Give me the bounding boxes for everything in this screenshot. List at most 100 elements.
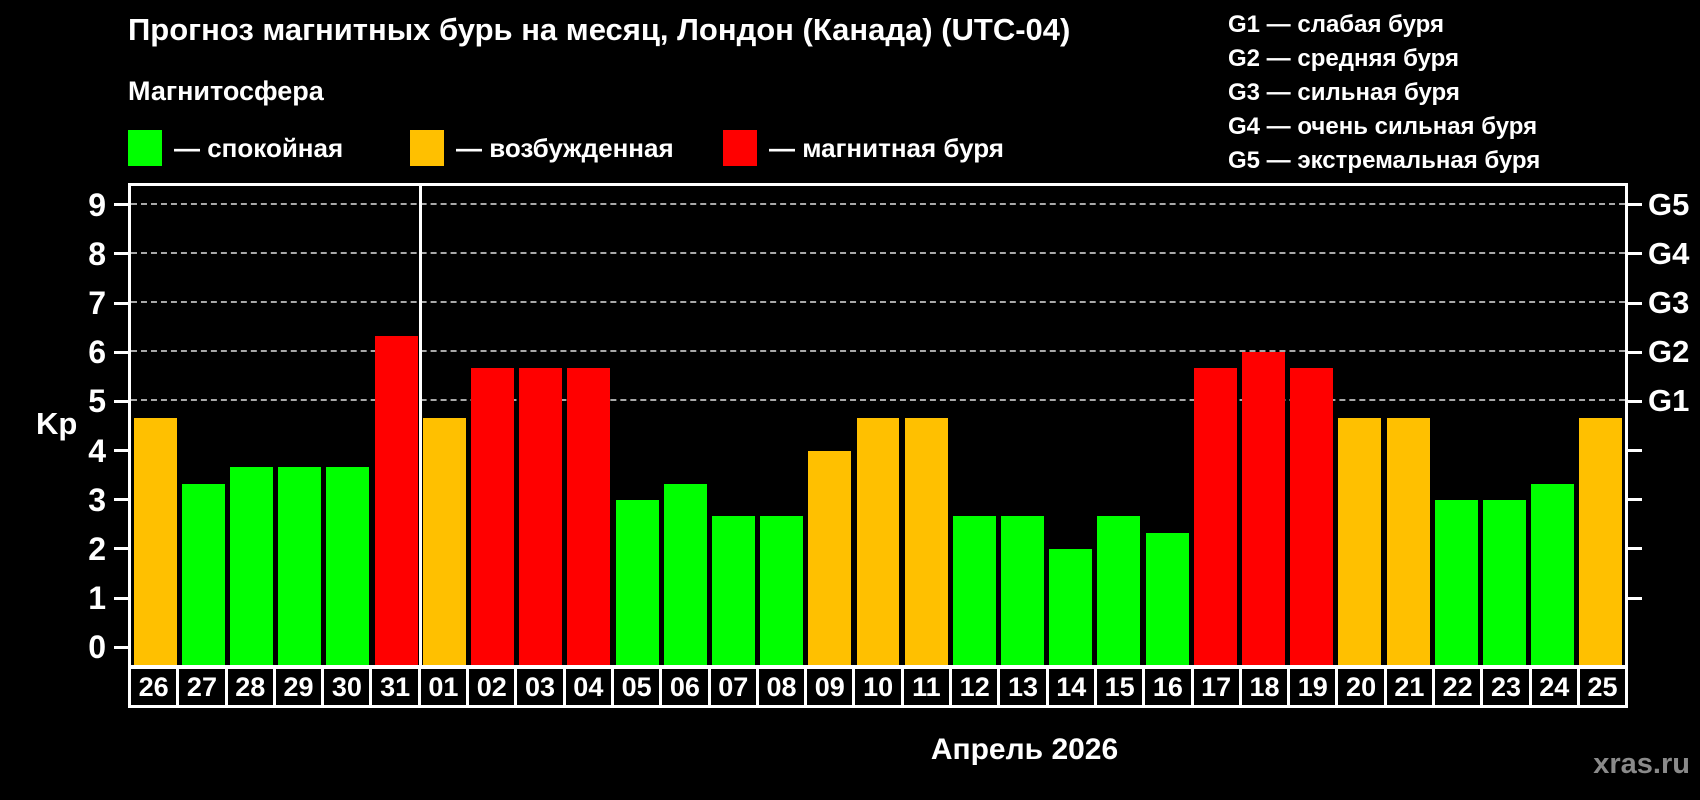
day-label-06: 06	[659, 666, 711, 708]
g-level-label-g2: G2	[1648, 334, 1690, 370]
day-label-03: 03	[514, 666, 566, 708]
kp-bar-day-27	[181, 483, 225, 665]
g-legend-line-g1: G1 — слабая буря	[1228, 11, 1445, 38]
y-tick-right-3	[1628, 498, 1642, 502]
day-label-19: 19	[1287, 666, 1339, 708]
y-tick-label-0: 0	[88, 629, 106, 666]
day-label-31: 31	[369, 666, 421, 708]
kp-bar-day-29	[278, 466, 322, 665]
y-tick-left-4	[114, 449, 128, 453]
kp-bar-day-06	[663, 483, 707, 665]
day-label-17: 17	[1190, 666, 1242, 708]
kp-bar-day-15	[1097, 516, 1141, 665]
g-legend-line-g3: G3 — сильная буря	[1228, 79, 1460, 106]
kp-bar-day-17	[1193, 368, 1237, 665]
y-tick-left-1	[114, 596, 128, 600]
day-label-14: 14	[1045, 666, 1097, 708]
y-tick-left-3	[114, 498, 128, 502]
kp-bar-day-25	[1579, 417, 1623, 665]
watermark: xras.ru	[1593, 748, 1690, 780]
kp-bar-day-07	[711, 516, 755, 665]
day-label-08: 08	[755, 666, 808, 708]
y-tick-label-1: 1	[88, 580, 106, 617]
kp-bar-day-09	[808, 450, 852, 665]
day-label-04: 04	[562, 666, 614, 708]
kp-bar-day-16	[1145, 532, 1189, 665]
kp-bar-day-13	[1001, 516, 1045, 665]
day-label-11: 11	[900, 666, 953, 708]
kp-bar-day-20	[1338, 417, 1382, 665]
kp-bar-day-31	[374, 336, 418, 665]
quiet-swatch-icon	[128, 130, 162, 166]
gridline-kp-6	[131, 350, 1625, 353]
day-label-29: 29	[272, 666, 325, 708]
y-tick-label-8: 8	[88, 235, 106, 272]
y-tick-right-1	[1628, 596, 1642, 600]
day-label-01: 01	[417, 666, 470, 708]
y-tick-label-7: 7	[88, 285, 106, 322]
legend-label-storm: — магнитная буря	[769, 132, 1004, 163]
legend-label-excited: — возбужденная	[456, 132, 674, 163]
kp-bar-day-23	[1483, 499, 1526, 665]
y-tick-label-5: 5	[88, 383, 106, 420]
kp-bar-day-28	[229, 466, 273, 665]
legend-label-quiet: — спокойная	[174, 132, 344, 163]
kp-bar-day-30	[326, 466, 370, 665]
y-tick-left-9	[114, 203, 128, 207]
kp-bar-day-08	[760, 516, 804, 665]
day-label-05: 05	[610, 666, 663, 708]
kp-bar-day-14	[1049, 548, 1093, 665]
day-label-25: 25	[1576, 666, 1629, 708]
month-separator-line	[418, 186, 422, 665]
chart-title: Прогноз магнитных бурь на месяц, Лондон …	[128, 12, 1071, 47]
day-label-23: 23	[1480, 666, 1532, 708]
kp-bar-day-04	[567, 368, 611, 665]
y-tick-left-7	[114, 301, 128, 305]
y-tick-right-4	[1628, 449, 1642, 453]
y-tick-right-9	[1628, 203, 1642, 207]
gridline-kp-7	[131, 301, 1625, 304]
kp-bar-day-11	[904, 417, 948, 665]
y-tick-left-6	[114, 350, 128, 354]
gridline-kp-9	[131, 202, 1625, 205]
g-level-label-g3: G3	[1648, 285, 1690, 321]
day-label-28: 28	[224, 666, 276, 708]
month-label: Апрель 2026	[930, 733, 1119, 766]
kp-bar-day-10	[856, 417, 900, 665]
day-label-24: 24	[1528, 666, 1580, 708]
day-label-27: 27	[176, 666, 228, 708]
kp-bar-day-19	[1290, 368, 1334, 665]
g-legend-line-g4: G4 — очень сильная буря	[1228, 113, 1538, 140]
day-label-22: 22	[1432, 666, 1484, 708]
y-tick-label-6: 6	[88, 334, 106, 371]
y-tick-left-8	[114, 252, 128, 256]
kp-bar-day-05	[615, 499, 659, 665]
kp-bar-day-18	[1242, 352, 1286, 665]
g-scale-legend: G1 — слабая буря G2 — средняя буря G3 — …	[1228, 8, 1540, 178]
kp-bar-day-22	[1434, 499, 1478, 665]
day-label-13: 13	[997, 666, 1049, 708]
day-label-30: 30	[321, 666, 373, 708]
y-tick-right-5	[1628, 399, 1642, 403]
x-axis-day-labels: 26 27 28 29 30 31 01 02 03 04 05 06 07 08 09 10 11 12 13 14…	[128, 666, 1629, 708]
magnetosphere-label: Магнитосфера	[128, 76, 324, 106]
g-legend-line-g2: G2 — средняя буря	[1228, 45, 1459, 72]
gridline-kp-8	[131, 251, 1625, 254]
kp-bar-day-01	[422, 417, 466, 665]
y-tick-label-9: 9	[88, 186, 106, 223]
y-tick-label-4: 4	[88, 432, 106, 469]
y-tick-right-7	[1628, 301, 1642, 305]
g-level-label-g1: G1	[1648, 383, 1690, 419]
kp-bar-day-24	[1531, 483, 1575, 665]
gridline-kp-5	[131, 399, 1625, 402]
day-label-15: 15	[1093, 666, 1146, 708]
day-label-09: 09	[804, 666, 856, 708]
kp-bar-day-02	[470, 368, 514, 665]
day-label-02: 02	[466, 666, 518, 708]
kp-bar-day-12	[952, 516, 996, 665]
y-tick-left-2	[114, 547, 128, 551]
kp-bar-day-26	[133, 417, 177, 665]
g-level-label-g4: G4	[1648, 235, 1690, 271]
y-tick-label-2: 2	[88, 530, 106, 567]
day-label-26: 26	[128, 666, 180, 708]
